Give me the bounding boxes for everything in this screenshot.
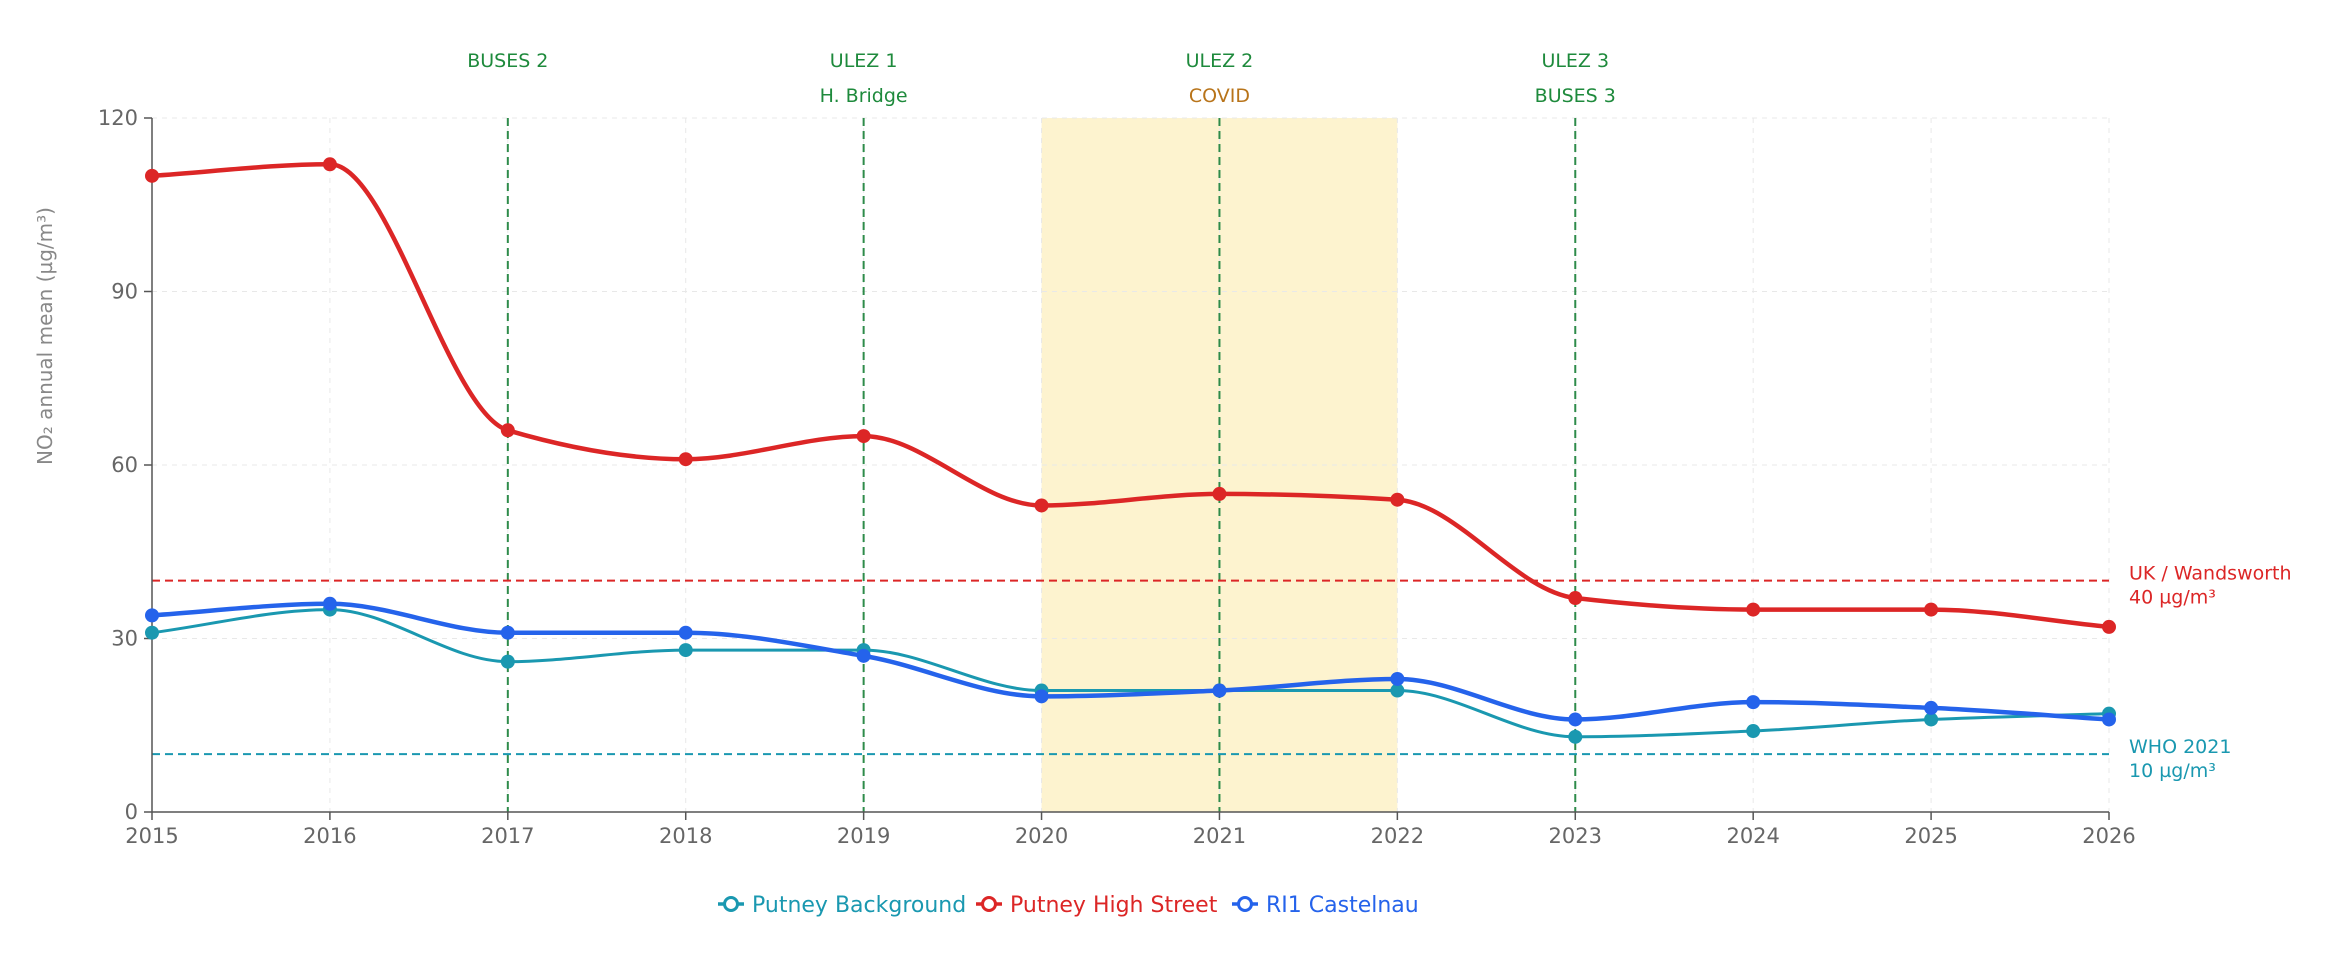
data-point <box>1390 492 1405 507</box>
x-tick-label: 2026 <box>2082 824 2135 848</box>
reference-label: WHO 2021 <box>2129 736 2231 758</box>
event-label: BUSES 3 <box>1535 85 1616 107</box>
axes: 0 30 60 90 120 2015 2016 2017 2018 2019 2020 2021 20… <box>98 106 2136 848</box>
data-point <box>2102 712 2116 727</box>
y-axis-title: NO₂ annual mean (µg/m³) <box>33 207 57 465</box>
data-point <box>1390 671 1405 686</box>
event-label: COVID <box>1189 85 1250 107</box>
event-label: H. Bridge <box>820 85 908 107</box>
data-point <box>1746 602 1761 617</box>
data-point <box>1034 498 1049 513</box>
data-point <box>1212 683 1227 698</box>
reference-label: 40 µg/m³ <box>2129 587 2216 609</box>
data-point <box>500 654 515 669</box>
x-tick-label: 2020 <box>1015 824 1068 848</box>
y-tick-label: 60 <box>111 453 138 477</box>
data-point <box>1568 712 1583 727</box>
x-tick-label: 2019 <box>837 824 890 848</box>
data-point <box>1212 486 1227 501</box>
series-line <box>151 608 2110 739</box>
x-tick-label: 2024 <box>1726 824 1779 848</box>
x-tick-label: 2022 <box>1371 824 1424 848</box>
x-tick-label: 2016 <box>303 824 356 848</box>
y-tick-label: 30 <box>111 627 138 651</box>
data-point <box>1390 683 1405 698</box>
legend-item: Putney Background <box>718 893 966 918</box>
data-point <box>1746 724 1761 739</box>
data-point <box>1034 689 1049 704</box>
series-lines <box>145 157 2116 744</box>
series-putney-high-street <box>145 157 2116 634</box>
x-tick-label: 2018 <box>659 824 712 848</box>
data-point <box>1568 729 1583 744</box>
x-tick-label: 2017 <box>481 824 534 848</box>
data-point <box>1568 591 1583 606</box>
data-point <box>500 625 515 640</box>
x-tick-label: 2015 <box>125 824 178 848</box>
event-label: BUSES 2 <box>467 50 548 72</box>
x-tick-label: 2025 <box>1904 824 1957 848</box>
data-point <box>2102 619 2116 634</box>
y-tick-label: 0 <box>125 800 138 824</box>
event-label: ULEZ 3 <box>1541 50 1609 72</box>
legend-swatch-marker <box>723 896 739 912</box>
data-point <box>856 648 871 663</box>
data-point <box>1924 700 1939 715</box>
legend-label: Putney High Street <box>1010 893 1218 918</box>
x-tick-label: 2021 <box>1193 824 1246 848</box>
legend-item: RI1 Castelnau <box>1232 893 1419 918</box>
data-point <box>145 608 159 623</box>
reference-label: UK / Wandsworth <box>2129 563 2292 585</box>
legend-label: Putney Background <box>752 893 966 918</box>
data-point <box>678 452 693 467</box>
data-point <box>856 429 871 444</box>
reference-label: 10 µg/m³ <box>2129 760 2216 782</box>
legend: Putney Background Putney High Street RI1 C… <box>718 893 1419 918</box>
data-point <box>322 596 337 611</box>
data-point <box>1746 695 1761 710</box>
data-point <box>145 625 159 640</box>
legend-swatch-marker <box>1237 896 1253 912</box>
data-point <box>322 157 337 172</box>
x-tick-label: 2023 <box>1549 824 1602 848</box>
grid <box>151 117 2110 812</box>
data-point <box>1924 602 1939 617</box>
y-tick-label: 120 <box>98 106 138 130</box>
data-point <box>145 168 159 183</box>
legend-swatch-marker <box>981 896 997 912</box>
data-point <box>1924 712 1939 727</box>
series-line <box>151 601 2110 722</box>
legend-item: Putney High Street <box>976 893 1218 918</box>
y-tick-label: 90 <box>111 280 138 304</box>
data-point <box>500 423 515 438</box>
data-point <box>678 625 693 640</box>
series-ri1-castelnau <box>145 596 2116 727</box>
data-point <box>678 643 693 658</box>
legend-label: RI1 Castelnau <box>1266 893 1419 918</box>
event-label: ULEZ 1 <box>830 50 898 72</box>
event-label: ULEZ 2 <box>1186 50 1254 72</box>
